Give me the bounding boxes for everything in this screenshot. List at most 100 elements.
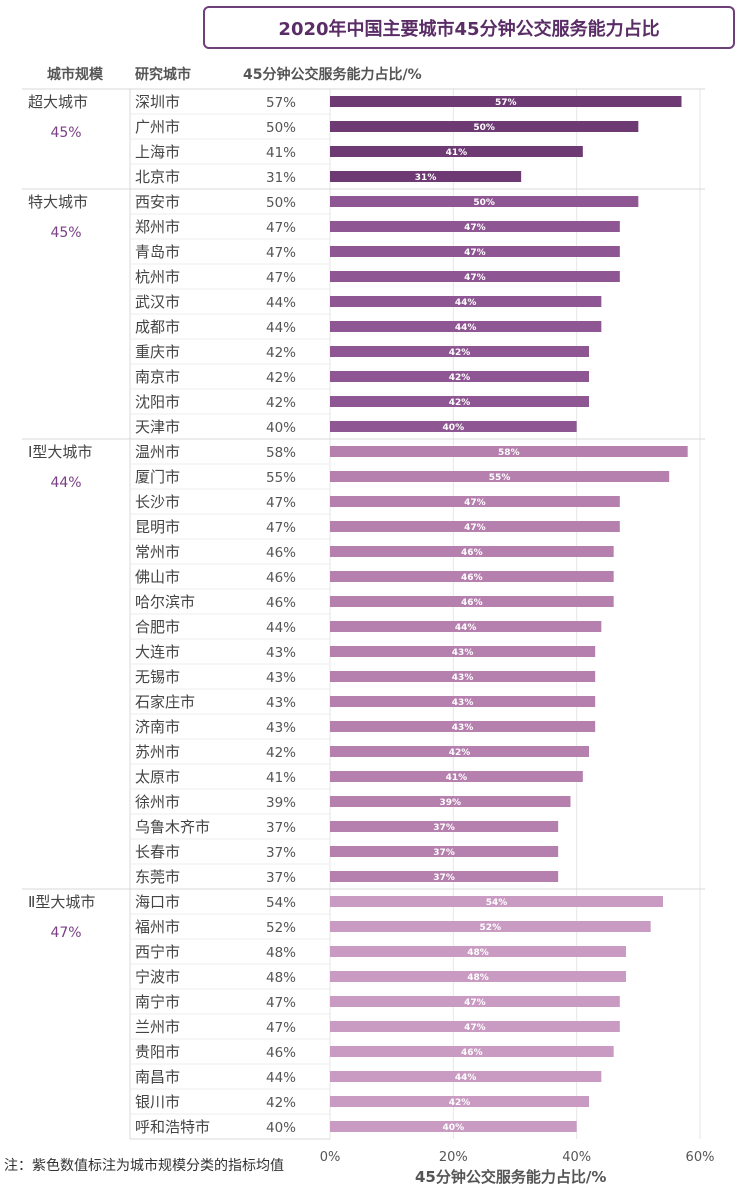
city-label: 呼和浩特市 xyxy=(135,1118,210,1136)
city-label: 福州市 xyxy=(135,918,180,936)
bar xyxy=(330,571,614,582)
bar-data-label: 47% xyxy=(464,523,486,533)
bar xyxy=(330,971,626,982)
value-label: 40% xyxy=(266,420,296,436)
group-label: Ⅰ型大城市 xyxy=(28,443,92,461)
bar xyxy=(330,521,620,532)
value-label: 44% xyxy=(266,1070,296,1086)
group-label: 特大城市 xyxy=(28,193,88,211)
value-label: 43% xyxy=(266,670,296,686)
city-label: 兰州市 xyxy=(135,1018,180,1036)
bar-data-label: 43% xyxy=(452,698,474,708)
city-label: 佛山市 xyxy=(135,568,180,586)
x-tick-label: 60% xyxy=(686,1150,715,1165)
bar xyxy=(330,821,559,832)
city-label: 南昌市 xyxy=(135,1068,180,1086)
bar xyxy=(330,596,614,607)
group-average: 44% xyxy=(50,475,81,491)
city-label: 乌鲁木齐市 xyxy=(135,818,210,836)
value-label: 46% xyxy=(266,1045,296,1061)
value-label: 44% xyxy=(266,295,296,311)
bar-data-label: 47% xyxy=(464,1023,486,1033)
city-label: 北京市 xyxy=(135,168,180,186)
city-label: 西安市 xyxy=(135,193,180,211)
city-label: 徐州市 xyxy=(135,793,180,811)
bar xyxy=(330,96,682,107)
city-label: 昆明市 xyxy=(135,518,180,536)
group-average: 45% xyxy=(50,125,81,141)
city-label: 宁波市 xyxy=(135,968,180,986)
value-label: 42% xyxy=(266,395,296,411)
bar xyxy=(330,546,614,557)
city-label: 南京市 xyxy=(135,368,180,386)
bar-data-label: 37% xyxy=(433,823,455,833)
value-label: 46% xyxy=(266,570,296,586)
bar-data-label: 47% xyxy=(464,273,486,283)
bar-data-label: 57% xyxy=(495,98,517,108)
city-label: 海口市 xyxy=(135,893,180,911)
city-label: 武汉市 xyxy=(135,293,180,311)
x-tick-label: 40% xyxy=(562,1150,591,1165)
value-label: 39% xyxy=(266,795,296,811)
value-label: 47% xyxy=(266,520,296,536)
bar xyxy=(330,321,602,332)
value-label: 48% xyxy=(266,970,296,986)
city-label: 南宁市 xyxy=(135,993,180,1011)
x-axis-title: 45分钟公交服务能力占比/% xyxy=(415,1168,607,1186)
group-label: Ⅱ型大城市 xyxy=(28,893,95,911)
bar-data-label: 55% xyxy=(489,473,511,483)
city-label: 广州市 xyxy=(135,118,180,136)
value-label: 54% xyxy=(266,895,296,911)
bar-data-label: 46% xyxy=(461,598,483,608)
bar xyxy=(330,496,620,507)
city-label: 东莞市 xyxy=(135,868,180,886)
value-label: 43% xyxy=(266,720,296,736)
bar xyxy=(330,446,688,457)
value-label: 41% xyxy=(266,145,296,161)
bar-data-label: 50% xyxy=(473,123,495,133)
bar-data-label: 37% xyxy=(433,873,455,883)
bar-data-label: 46% xyxy=(461,1048,483,1058)
bar xyxy=(330,871,559,882)
bar-data-label: 47% xyxy=(464,248,486,258)
value-label: 43% xyxy=(266,695,296,711)
header-value: 45分钟公交服务能力占比/% xyxy=(243,67,422,83)
bar xyxy=(330,121,639,132)
value-label: 37% xyxy=(266,820,296,836)
bar xyxy=(330,271,620,282)
bar-data-label: 42% xyxy=(449,348,471,358)
bar xyxy=(330,371,589,382)
bar xyxy=(330,896,663,907)
city-label: 西宁市 xyxy=(135,943,180,961)
bar xyxy=(330,221,620,232)
city-label: 杭州市 xyxy=(135,268,180,286)
bar-data-label: 40% xyxy=(443,1123,465,1133)
bar-data-label: 44% xyxy=(455,623,477,633)
value-label: 31% xyxy=(266,170,296,186)
city-label: 深圳市 xyxy=(135,93,180,111)
bar xyxy=(330,996,620,1007)
bar-data-label: 54% xyxy=(486,898,508,908)
bar-data-label: 44% xyxy=(455,323,477,333)
value-label: 55% xyxy=(266,470,296,486)
city-label: 苏州市 xyxy=(135,743,180,761)
bar xyxy=(330,346,589,357)
city-label: 上海市 xyxy=(135,143,180,161)
city-label: 太原市 xyxy=(135,768,180,786)
x-tick-label: 0% xyxy=(320,1150,341,1165)
value-label: 47% xyxy=(266,995,296,1011)
bar xyxy=(330,671,596,682)
bar-data-label: 42% xyxy=(449,398,471,408)
bar-data-label: 50% xyxy=(473,198,495,208)
bar xyxy=(330,1021,620,1032)
value-label: 48% xyxy=(266,945,296,961)
value-label: 47% xyxy=(266,245,296,261)
city-label: 郑州市 xyxy=(135,218,180,236)
bar xyxy=(330,146,583,157)
value-label: 42% xyxy=(266,370,296,386)
bar xyxy=(330,846,559,857)
bar xyxy=(330,721,596,732)
bar xyxy=(330,746,589,757)
value-label: 52% xyxy=(266,920,296,936)
bar xyxy=(330,471,670,482)
